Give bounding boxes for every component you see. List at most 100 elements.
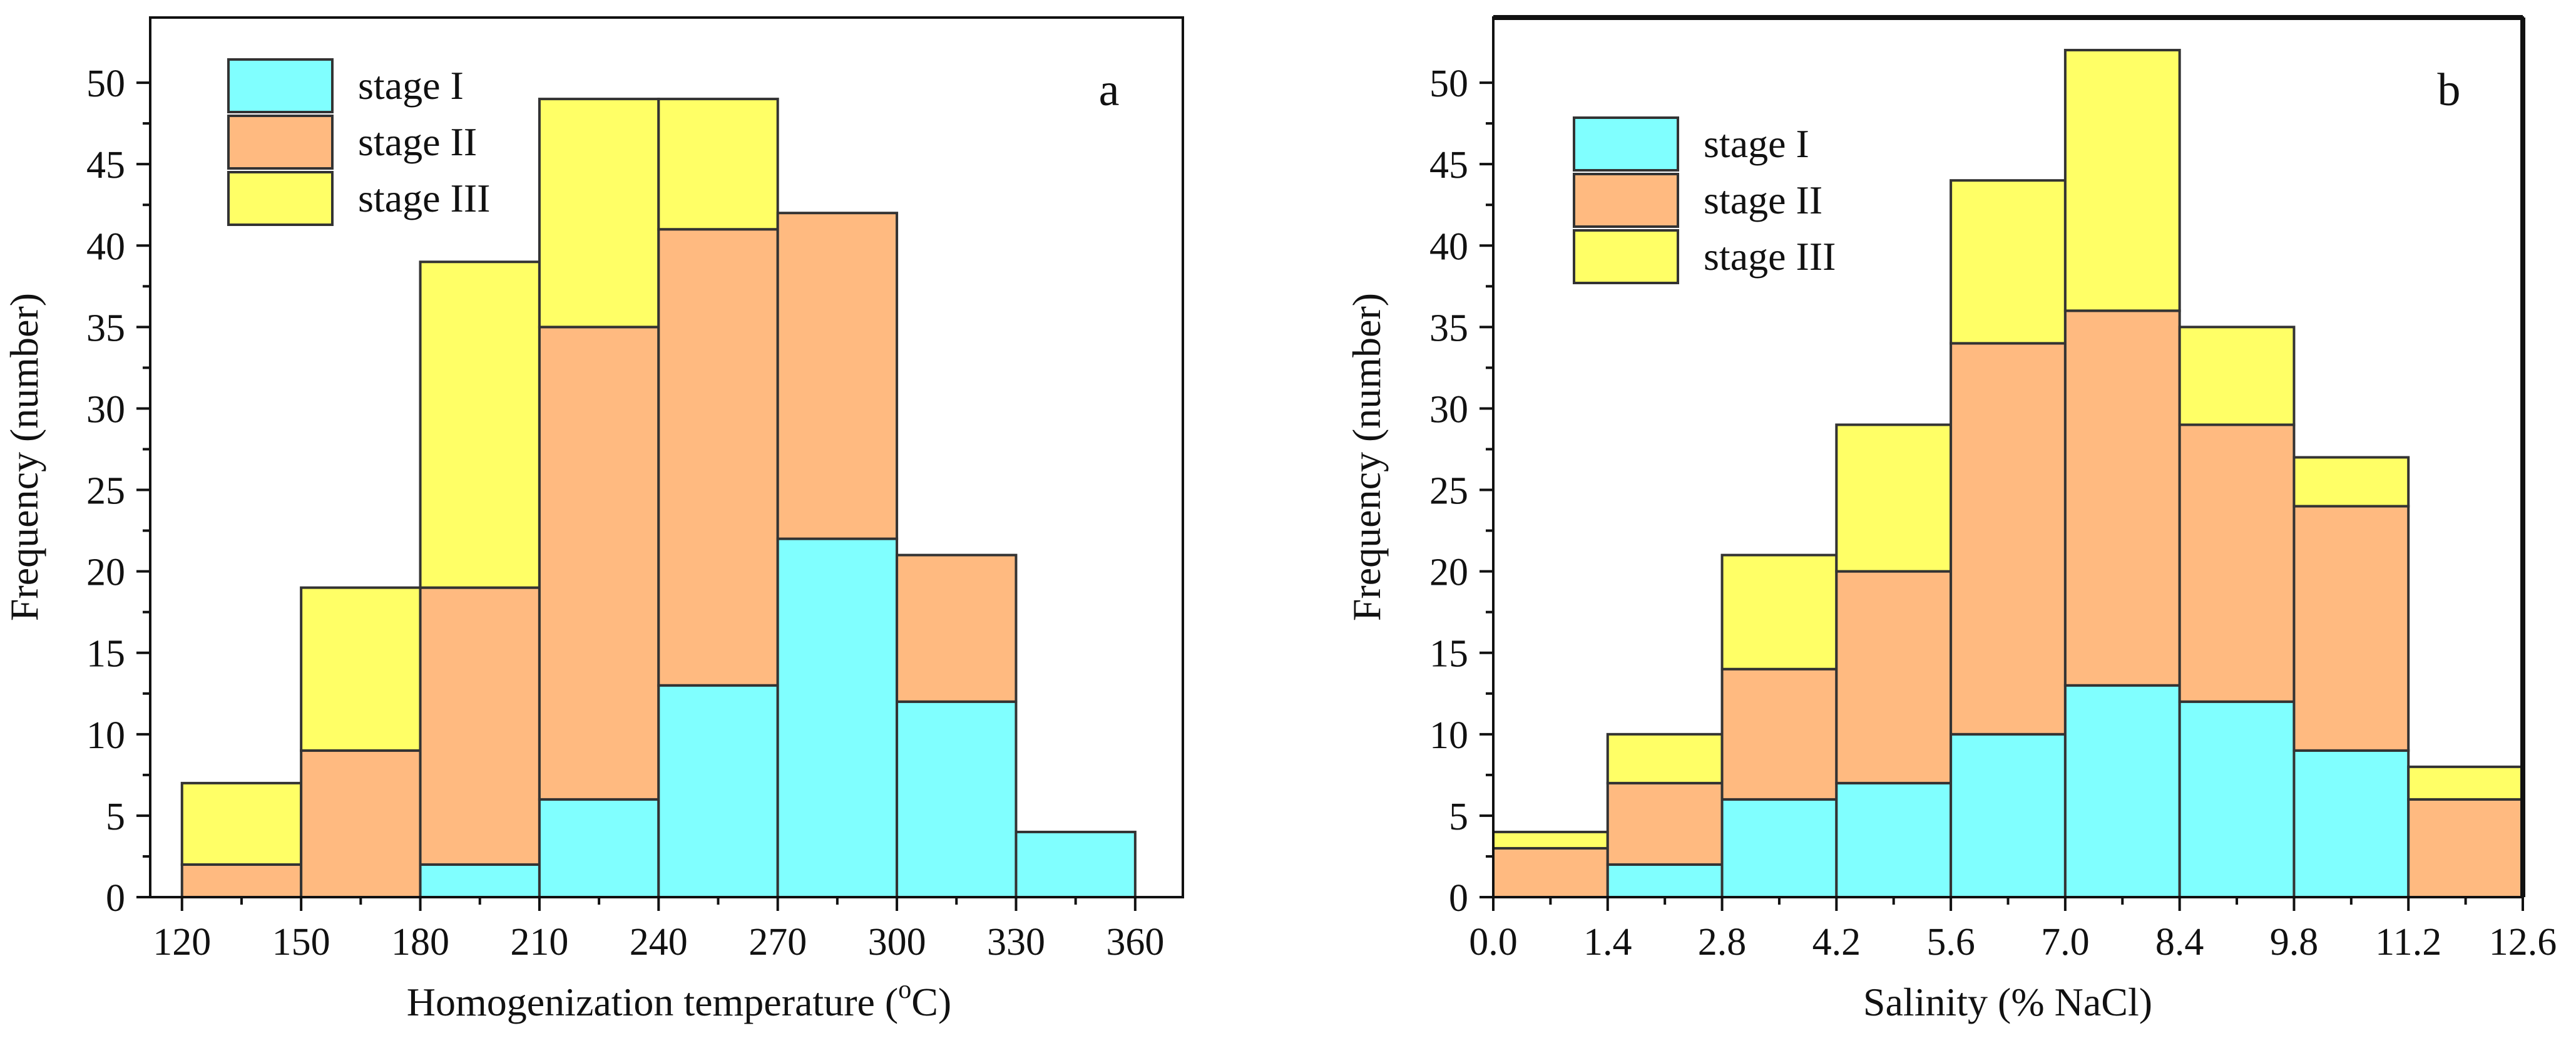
panel-a-bar-stage2-bin-3 <box>419 586 541 866</box>
panel-a-x-axis-title: Homogenization temperature (oC) <box>407 975 951 1024</box>
panel-b-bar-stage2-bin-9 <box>2407 798 2524 899</box>
panel-b-x-tick-label: 8.4 <box>2155 921 2204 963</box>
panel-b-bar-stage1-bin-7 <box>2178 700 2296 899</box>
panel-b-histogram: 0 5 10 15 20 25 30 35 40 45 50 0.0 1.4 2.8 4.2 5.6 7.0 8… <box>1344 15 2557 1024</box>
panel-a-x-tick-labels: 120 150 180 210 240 270 300 330 360 <box>153 921 1164 963</box>
panel-b-bar-stage3-bin-2 <box>1606 732 1724 784</box>
panel-a-bar-stage2-bin-5 <box>657 228 779 687</box>
panel-b-x-tick-label: 11.2 <box>2375 921 2441 963</box>
panel-b-x-tick-labels: 0.0 1.4 2.8 4.2 5.6 7.0 8.4 9.8 11.2 12.6 <box>1469 921 2557 963</box>
panel-b-legend: stage I stage II stage III <box>1573 116 1836 284</box>
panel-a-bar-stage1-bin-3 <box>419 863 541 899</box>
panel-a-x-tick-label: 150 <box>272 921 330 963</box>
panel-b-bar-stage1-bin-8 <box>2292 749 2410 899</box>
panel-a-y-tick-labels: 0 5 10 15 20 25 30 35 40 45 50 <box>86 63 125 920</box>
panel-b-bar-stage1-bin-6 <box>2063 684 2181 899</box>
panel-b-bar-stage2-bin-4 <box>1835 570 1953 784</box>
panel-b-bar-stage1-bin-4 <box>1835 781 1953 898</box>
panel-a-bar-stage3-bin-1 <box>180 781 303 866</box>
panel-b-bar-stage2-bin-3 <box>1720 667 1838 801</box>
legend-a-label-stage3: stage III <box>358 176 490 220</box>
legend-b-label-stage2: stage II <box>1704 178 1822 222</box>
panel-a-bar-stage1-bin-6 <box>776 537 899 898</box>
x-axis-title-a-degree: o <box>898 975 911 1004</box>
panel-b-x-tick-label: 9.8 <box>2270 921 2319 963</box>
panel-a-x-tick-label: 270 <box>749 921 807 963</box>
panel-b-bar-stage1-bin-2 <box>1606 863 1724 899</box>
panel-b-ticks <box>1480 81 2524 911</box>
panel-a-bar-stage1-bin-7 <box>896 700 1018 899</box>
panel-a-x-tick-label: 330 <box>987 921 1045 963</box>
legend-b-swatch-stage2 <box>1573 173 1679 228</box>
panel-b-bar-stage3-bin-1 <box>1492 830 1609 850</box>
panel-b-y-tick-label: 25 <box>1429 470 1468 513</box>
panel-b-y-tick-label: 20 <box>1429 552 1468 594</box>
panel-b-y-tick-label: 15 <box>1429 633 1468 676</box>
panel-b-bar-stage2-bin-2 <box>1606 781 1724 866</box>
panel-a-x-tick-label: 240 <box>630 921 688 963</box>
panel-a-bar-stage3-bin-5 <box>657 98 779 231</box>
legend-a-swatch-stage2 <box>227 115 334 170</box>
panel-b-y-tick-label: 45 <box>1429 144 1468 187</box>
panel-a-x-tick-label: 210 <box>510 921 568 963</box>
panel-b-y-tick-label: 35 <box>1429 307 1468 349</box>
panel-b-y-tick-label: 30 <box>1429 388 1468 431</box>
panel-b-bar-stage3-bin-3 <box>1720 553 1838 671</box>
x-axis-title-a-unit: C) <box>911 980 951 1024</box>
panel-b-bar-stage2-bin-8 <box>2292 505 2410 752</box>
panel-b-bar-stage2-bin-5 <box>1950 342 2067 736</box>
legend-a-swatch-stage3 <box>227 171 334 226</box>
panel-b-x-tick-label: 5.6 <box>1926 921 1975 963</box>
panel-b-y-tick-label: 50 <box>1429 63 1468 105</box>
panel-a-ticks <box>136 81 1137 911</box>
panel-a-plot-frame <box>149 16 1184 898</box>
panel-b-x-tick-label: 12.6 <box>2489 921 2557 963</box>
panel-b-bar-stage2-bin-1 <box>1492 846 1609 899</box>
legend-b-label-stage3: stage III <box>1704 234 1836 279</box>
panel-a-y-tick-label: 40 <box>86 225 125 268</box>
panel-a-y-tick-label: 50 <box>86 63 125 105</box>
panel-a-bar-stage1-bin-4 <box>538 798 660 899</box>
panel-a-bar-stage3-bin-4 <box>538 98 660 329</box>
panel-a-histogram: 0 5 10 15 20 25 30 35 40 45 50 120 150 180 210 240 270 3… <box>2 16 1184 1024</box>
panel-b-y-tick-label: 0 <box>1449 877 1468 920</box>
panel-a-bar-stage2-bin-7 <box>896 553 1018 703</box>
panel-a-y-tick-label: 5 <box>106 796 125 838</box>
panel-a-y-tick-label: 45 <box>86 144 125 187</box>
legend-b-swatch-stage3 <box>1573 229 1679 284</box>
panel-b-x-tick-label: 0.0 <box>1469 921 1518 963</box>
panel-b-y-tick-label: 40 <box>1429 225 1468 268</box>
panel-a-bar-stage1-bin-8 <box>1015 830 1137 898</box>
panel-a-y-tick-label: 15 <box>86 633 125 676</box>
legend-b-label-stage1: stage I <box>1704 121 1809 166</box>
panel-b-bar-stage2-bin-7 <box>2178 423 2296 703</box>
panel-a-bar-stage3-bin-2 <box>300 586 422 752</box>
panel-a-y-tick-label: 20 <box>86 552 125 594</box>
panel-b-x-tick-label: 1.4 <box>1583 921 1632 963</box>
panel-b-y-tick-label: 5 <box>1449 796 1468 838</box>
panel-a-y-tick-label: 10 <box>86 714 125 757</box>
panel-b-bar-stage2-bin-6 <box>2063 309 2181 687</box>
legend-a-swatch-stage1 <box>227 58 334 113</box>
panel-b-x-tick-label: 4.2 <box>1812 921 1861 963</box>
panel-b-bars <box>1492 49 2524 899</box>
panel-b-x-tick-label: 7.0 <box>2041 921 2090 963</box>
panel-b-x-tick-label: 2.8 <box>1698 921 1747 963</box>
panel-b-label: b <box>2438 64 2461 116</box>
panel-b-bar-stage1-bin-5 <box>1950 732 2067 898</box>
panel-a-x-tick-label: 120 <box>153 921 211 963</box>
panel-b-bar-stage1-bin-3 <box>1720 798 1838 899</box>
panel-b-bar-stage3-bin-6 <box>2063 49 2181 312</box>
panel-a-y-tick-label: 25 <box>86 470 125 513</box>
panel-a-x-tick-label: 180 <box>391 921 449 963</box>
panel-a-bar-stage2-bin-6 <box>776 212 899 540</box>
panel-a-y-axis-title: Frequency (number) <box>2 293 46 621</box>
panel-b-bar-stage3-bin-4 <box>1835 423 1953 573</box>
legend-b-swatch-stage1 <box>1573 116 1679 172</box>
panel-a-bar-stage2-bin-1 <box>180 863 303 899</box>
panel-b-bar-stage3-bin-5 <box>1950 179 2067 345</box>
panel-a-bars <box>180 98 1137 899</box>
panel-a-legend: stage I stage II stage III <box>227 58 490 226</box>
legend-a-label-stage1: stage I <box>358 63 464 108</box>
panel-a-bar-stage2-bin-4 <box>538 326 660 801</box>
